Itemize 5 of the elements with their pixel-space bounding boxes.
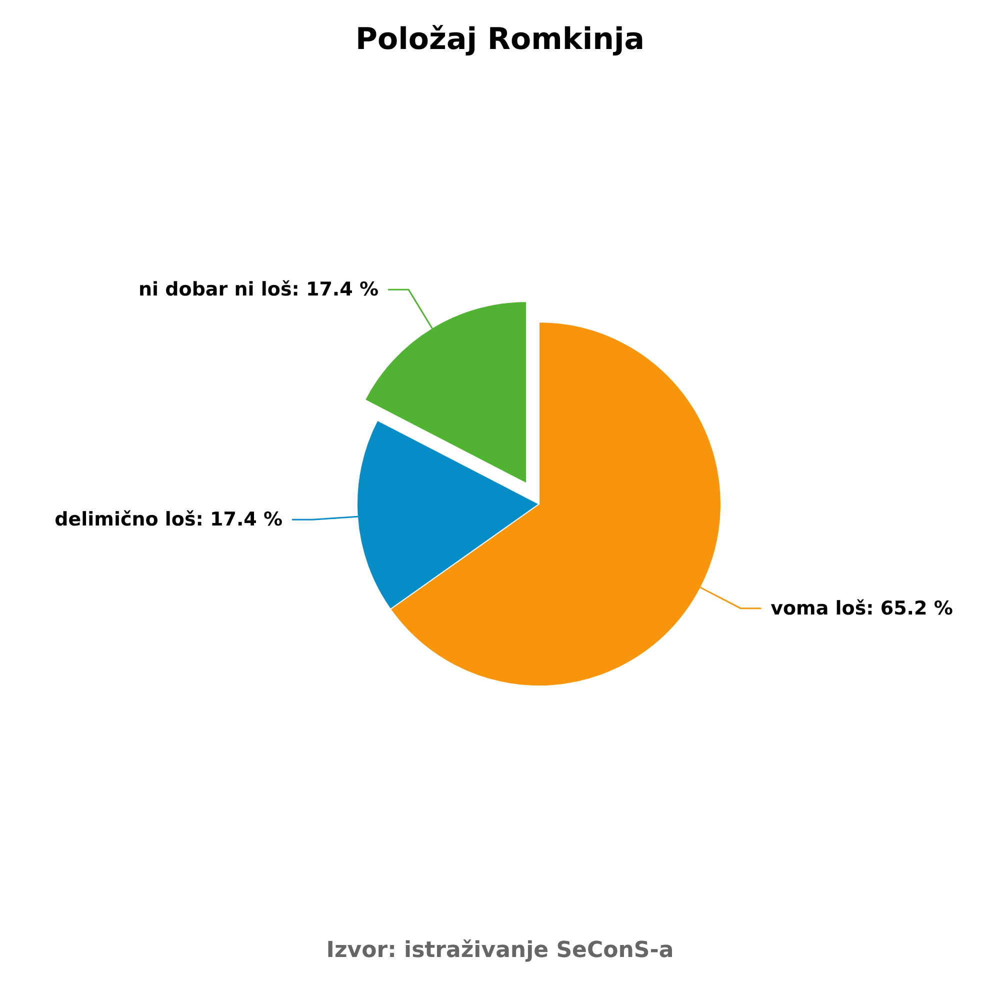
- text: Izvor: istraživanje SeConS-a: [326, 938, 674, 963]
- chart-title: Položaj Romkinja: [355, 22, 645, 57]
- slice-label: ni dobar ni loš: 17.4 %: [138, 278, 379, 301]
- slice-label: voma loš: 65.2 %: [770, 597, 953, 620]
- slice-label: delimično loš: 17.4 %: [54, 508, 283, 531]
